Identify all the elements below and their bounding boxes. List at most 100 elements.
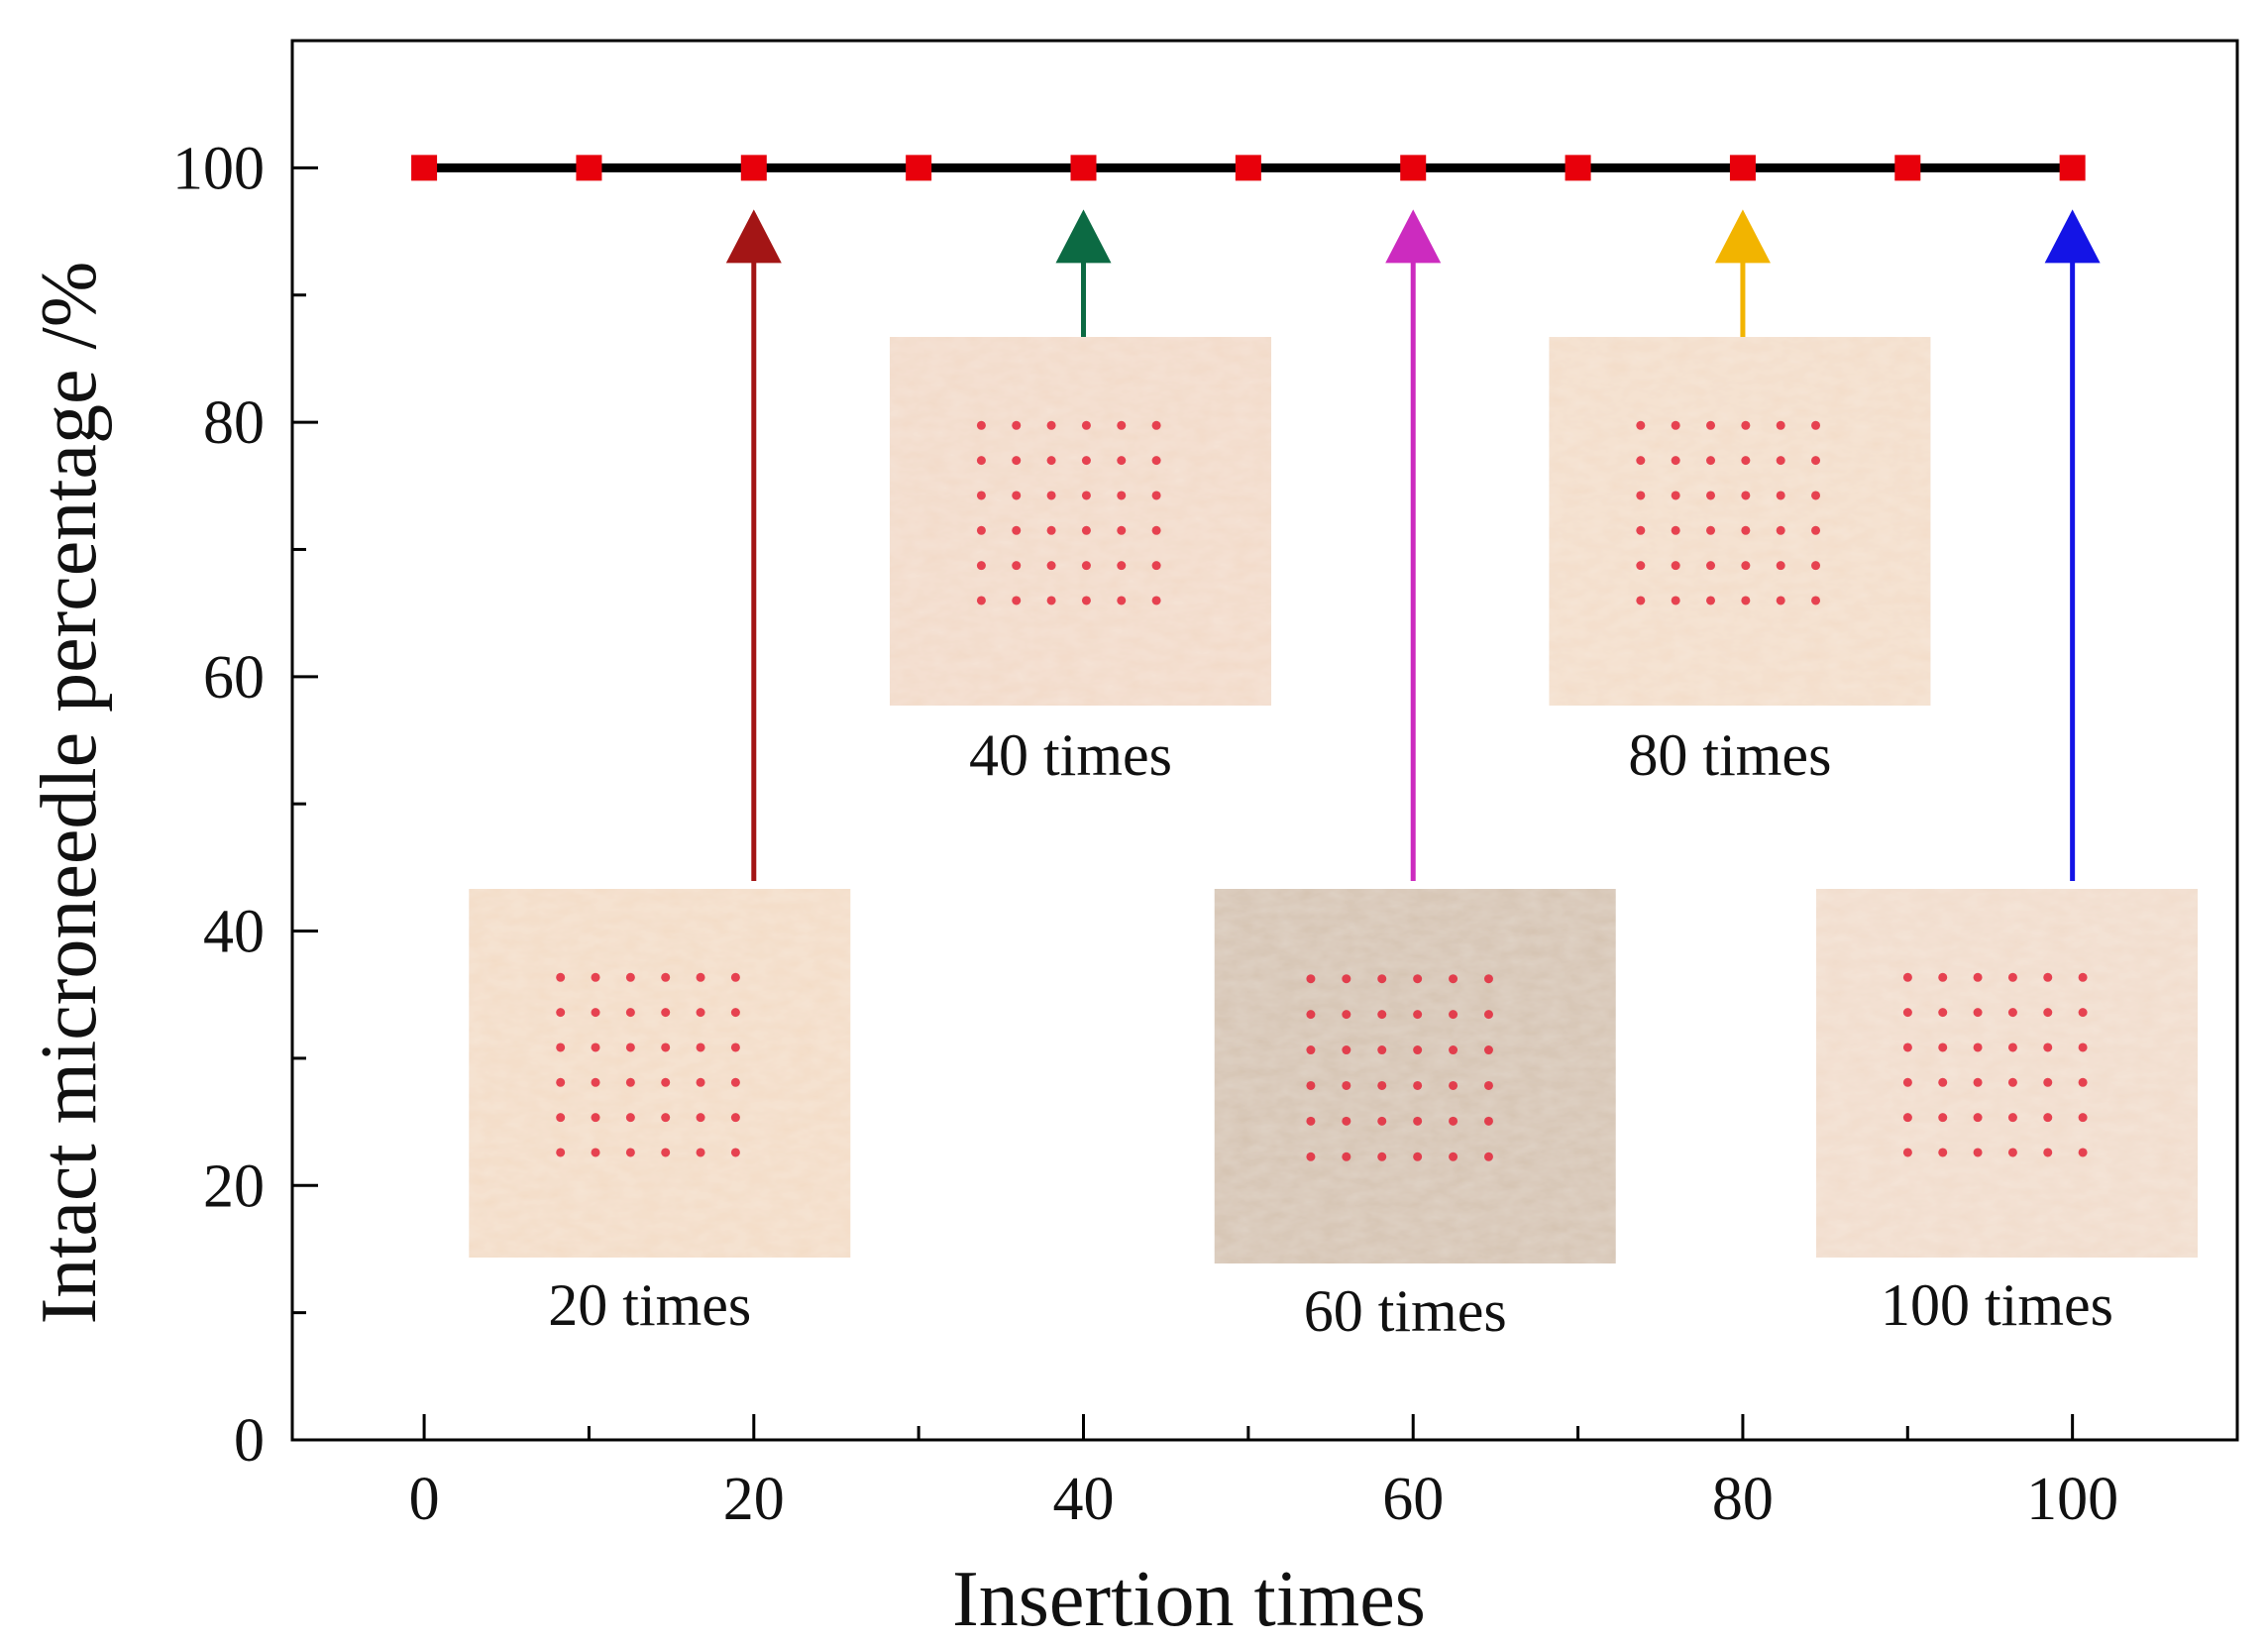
puncture-dot — [1377, 1080, 1387, 1090]
puncture-dot — [1449, 1116, 1458, 1126]
puncture-dot — [1902, 1008, 1912, 1018]
puncture-dot — [1483, 1045, 1493, 1055]
puncture-dot — [1811, 491, 1821, 500]
puncture-dot — [1306, 974, 1316, 984]
puncture-dot — [1151, 456, 1161, 466]
data-point-marker — [2059, 155, 2086, 181]
puncture-dot — [1117, 525, 1127, 535]
puncture-dot — [1741, 456, 1751, 466]
y-tick-label: 20 — [203, 1153, 265, 1220]
puncture-dot — [1342, 1045, 1351, 1055]
y-tick-label: 60 — [203, 644, 265, 712]
puncture-dot — [1081, 456, 1091, 466]
puncture-dot — [1741, 561, 1751, 571]
puncture-dot — [1706, 491, 1716, 500]
puncture-dot — [1973, 1113, 1983, 1123]
puncture-dot — [1012, 456, 1022, 466]
puncture-dot — [556, 1113, 566, 1123]
skin-photo-100: 100 times — [1816, 889, 2198, 1338]
puncture-dot — [1706, 525, 1716, 535]
x-axis-title: Insertion times — [952, 1556, 1426, 1643]
skin-photo-40: 40 times — [890, 337, 1272, 788]
puncture-dot — [1117, 420, 1127, 430]
puncture-dot — [1449, 1045, 1458, 1055]
puncture-dot — [1151, 420, 1161, 430]
puncture-dot — [1046, 561, 1056, 571]
puncture-dot — [1046, 491, 1056, 500]
puncture-dot — [1377, 1010, 1387, 1020]
puncture-dot — [1636, 456, 1646, 466]
puncture-dot — [661, 1077, 671, 1087]
puncture-dot — [1342, 1010, 1351, 1020]
puncture-dot — [2043, 1008, 2053, 1018]
y-tick-label: 80 — [203, 389, 265, 457]
puncture-dot — [591, 1077, 600, 1087]
puncture-dot — [696, 1148, 705, 1157]
puncture-dot — [1377, 974, 1387, 984]
puncture-dot — [1081, 596, 1091, 605]
puncture-dot — [1636, 491, 1646, 500]
data-point-marker — [1070, 155, 1097, 181]
puncture-dot — [1811, 456, 1821, 466]
puncture-dot — [1636, 420, 1646, 430]
puncture-dot — [730, 1113, 740, 1123]
puncture-dot — [2007, 1008, 2017, 1018]
puncture-dot — [1483, 1080, 1493, 1090]
puncture-dot — [730, 1148, 740, 1157]
puncture-dot — [696, 972, 705, 982]
skin-photo-background — [1816, 889, 2198, 1258]
puncture-dot — [1413, 1080, 1423, 1090]
puncture-dot — [661, 1148, 671, 1157]
puncture-dot — [661, 1043, 671, 1052]
puncture-dot — [2007, 972, 2017, 982]
puncture-dot — [1938, 1148, 1948, 1157]
puncture-dot — [1306, 1152, 1316, 1161]
skin-photo-60: 60 times — [1214, 889, 1616, 1344]
puncture-dot — [1377, 1045, 1387, 1055]
puncture-dot — [1046, 420, 1056, 430]
puncture-dot — [1012, 561, 1022, 571]
data-point-marker — [1565, 155, 1591, 181]
puncture-dot — [1973, 1043, 1983, 1052]
puncture-dot — [2078, 1008, 2088, 1018]
puncture-dot — [1811, 525, 1821, 535]
puncture-dot — [1902, 1148, 1912, 1157]
y-tick-label: 0 — [234, 1407, 265, 1475]
photo-caption: 20 times — [548, 1272, 751, 1338]
puncture-dot — [1741, 491, 1751, 500]
puncture-dot — [976, 596, 986, 605]
puncture-dot — [1741, 596, 1751, 605]
puncture-dot — [1483, 1116, 1493, 1126]
puncture-dot — [730, 972, 740, 982]
annotation-arrow-head — [1385, 209, 1442, 264]
puncture-dot — [1342, 1152, 1351, 1161]
puncture-dot — [1636, 596, 1646, 605]
puncture-dot — [1449, 1010, 1458, 1020]
puncture-dot — [1938, 1043, 1948, 1052]
puncture-dot — [1938, 972, 1948, 982]
puncture-dot — [2007, 1043, 2017, 1052]
puncture-dot — [1671, 456, 1680, 466]
puncture-dot — [1706, 561, 1716, 571]
puncture-dot — [1413, 1045, 1423, 1055]
data-point-marker — [411, 155, 438, 181]
plot-frame — [290, 39, 2239, 1442]
puncture-dot — [1973, 1077, 1983, 1087]
puncture-dot — [556, 1043, 566, 1052]
annotation-arrow-head — [2044, 209, 2101, 264]
puncture-dot — [1306, 1045, 1316, 1055]
puncture-dot — [1117, 456, 1127, 466]
puncture-dot — [2007, 1077, 2017, 1087]
puncture-dot — [1776, 456, 1785, 466]
puncture-dot — [1306, 1010, 1316, 1020]
x-tick-label: 80 — [1712, 1466, 1774, 1533]
puncture-dot — [976, 491, 986, 500]
puncture-dot — [1081, 420, 1091, 430]
puncture-dot — [1483, 1152, 1493, 1161]
puncture-dot — [625, 1148, 635, 1157]
data-point-marker — [1729, 155, 1756, 181]
puncture-dot — [976, 561, 986, 571]
puncture-dot — [696, 1008, 705, 1018]
puncture-dot — [1117, 561, 1127, 571]
